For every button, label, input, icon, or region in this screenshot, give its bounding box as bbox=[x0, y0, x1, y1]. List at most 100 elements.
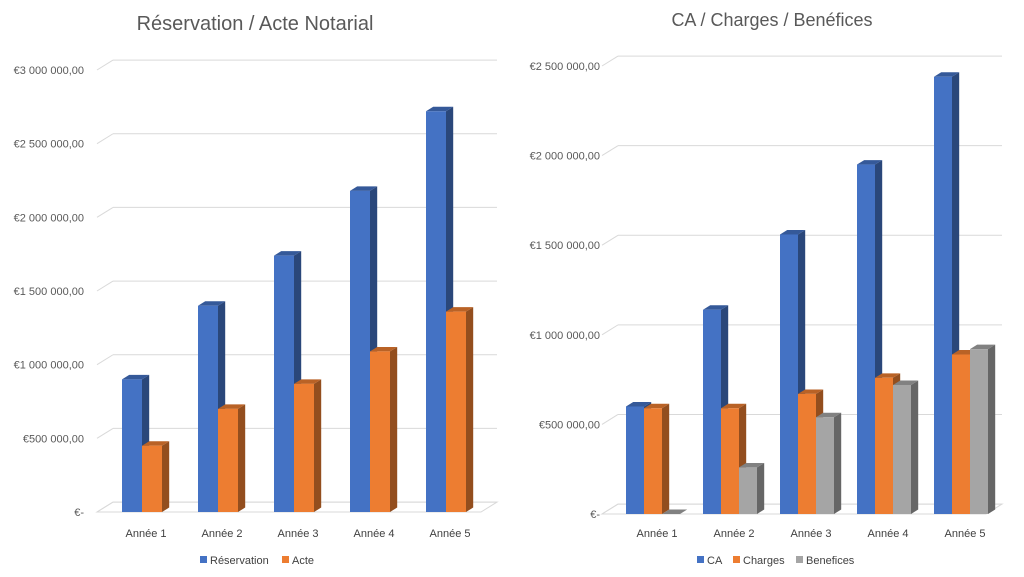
legend-swatch-ca bbox=[697, 556, 704, 563]
bar-top bbox=[294, 379, 322, 384]
bar-top bbox=[739, 462, 765, 468]
gridline-slant bbox=[96, 206, 114, 218]
bar-acte-annee-1 bbox=[142, 441, 170, 512]
bar-top bbox=[934, 72, 960, 77]
bar-benefices-annee-1 bbox=[662, 509, 688, 514]
legend-label-charges: Charges bbox=[743, 555, 785, 567]
gridline-slant bbox=[96, 133, 114, 145]
legend-label-ca: CA bbox=[707, 555, 723, 567]
legend-swatch-benefices bbox=[796, 556, 803, 563]
gridline-slant bbox=[96, 427, 114, 439]
bar-front bbox=[218, 408, 238, 512]
bar-benefices-annee-4 bbox=[893, 380, 919, 514]
bar-front bbox=[426, 111, 446, 513]
bar-front bbox=[857, 164, 875, 514]
bar-top bbox=[721, 403, 747, 409]
legend-swatch-acte bbox=[282, 556, 289, 563]
bar-front bbox=[703, 309, 721, 514]
bar-benefices-annee-5 bbox=[970, 344, 996, 514]
bar-top bbox=[780, 229, 806, 235]
bar-front bbox=[644, 408, 662, 514]
bar-side bbox=[757, 462, 765, 514]
bar-acte-annee-2 bbox=[218, 404, 246, 512]
gridline-slant bbox=[96, 59, 114, 71]
bar-front bbox=[798, 393, 816, 514]
bar-front bbox=[350, 190, 370, 512]
y-tick-label: €- bbox=[590, 509, 600, 521]
bar-side bbox=[662, 403, 670, 514]
gridline-slant bbox=[601, 324, 619, 336]
legend-swatch-charges bbox=[733, 556, 740, 563]
gridline-slant bbox=[601, 414, 619, 425]
bar-front bbox=[142, 445, 162, 512]
bar-benefices-annee-3 bbox=[816, 412, 842, 514]
x-category-label: Année 4 bbox=[868, 528, 909, 540]
gridline-slant bbox=[96, 280, 114, 292]
x-category-label: Année 3 bbox=[791, 528, 832, 540]
x-category-label: Année 3 bbox=[278, 528, 319, 540]
bar-top bbox=[198, 301, 226, 306]
bar-front bbox=[875, 377, 893, 514]
bar-top bbox=[274, 251, 302, 256]
bar-benefices-annee-2 bbox=[739, 462, 765, 514]
legend-label-reservation: Réservation bbox=[210, 555, 269, 567]
x-category-label: Année 2 bbox=[714, 528, 755, 540]
legend: Réservation Acte bbox=[200, 555, 314, 567]
y-tick-label: €2 000 000,00 bbox=[14, 212, 84, 224]
bar-front bbox=[198, 305, 218, 512]
bar-top bbox=[446, 307, 474, 312]
legend-label-acte: Acte bbox=[292, 555, 314, 567]
bar-side bbox=[238, 404, 246, 512]
x-category-label: Année 5 bbox=[430, 528, 471, 540]
bar-acte-annee-5 bbox=[446, 307, 474, 512]
bar-front bbox=[721, 408, 739, 514]
y-tick-label: €1 500 000,00 bbox=[14, 286, 84, 298]
bar-top bbox=[875, 373, 901, 378]
bar-top bbox=[857, 160, 883, 165]
gridline-slant bbox=[601, 55, 619, 67]
gridline-slant bbox=[96, 354, 114, 366]
bar-front bbox=[294, 383, 314, 512]
bar-side bbox=[834, 412, 842, 514]
gridline-slant bbox=[601, 234, 619, 246]
bar-front bbox=[626, 406, 644, 514]
y-tick-label: €3 000 000,00 bbox=[14, 65, 84, 77]
bar-front bbox=[952, 354, 970, 514]
bar-top bbox=[798, 389, 824, 394]
y-tick-label: €- bbox=[74, 507, 84, 519]
x-category-label: Année 1 bbox=[637, 528, 678, 540]
gridline-slant bbox=[601, 145, 619, 157]
bar-top bbox=[662, 509, 688, 514]
bar-front bbox=[780, 234, 798, 514]
bar-top bbox=[142, 441, 170, 446]
y-tick-label: €1 000 000,00 bbox=[14, 360, 84, 372]
y-tick-label: €500 000,00 bbox=[539, 419, 600, 431]
bar-top bbox=[703, 305, 729, 310]
bar-top bbox=[426, 106, 454, 112]
bar-front bbox=[370, 351, 390, 512]
bar-side bbox=[911, 380, 919, 514]
bar-front bbox=[970, 349, 988, 514]
legend-label-benefices: Benefices bbox=[806, 555, 855, 567]
x-category-label: Année 1 bbox=[126, 528, 167, 540]
bar-front bbox=[816, 417, 834, 514]
chart-title-reservation-acte: Réservation / Acte Notarial bbox=[137, 13, 374, 35]
y-tick-label: €2 000 000,00 bbox=[530, 151, 600, 163]
bar-charges-annee-2 bbox=[721, 403, 747, 514]
bar-acte-annee-3 bbox=[294, 379, 322, 512]
bar-side bbox=[314, 379, 322, 512]
x-category-label: Année 4 bbox=[354, 528, 395, 540]
y-tick-label: €1 500 000,00 bbox=[530, 240, 600, 252]
bar-top bbox=[122, 374, 150, 380]
bar-front bbox=[446, 311, 466, 512]
y-tick-label: €1 000 000,00 bbox=[530, 330, 600, 342]
bar-front bbox=[893, 384, 911, 514]
bar-front bbox=[274, 255, 294, 512]
bar-side bbox=[162, 441, 170, 512]
chart-reservation-acte: €- €500 000,00 €1 000 000,00 €1 500 000,00 €… bbox=[14, 59, 499, 567]
legend: CA Charges Benefices bbox=[697, 555, 855, 567]
chart-ca-charges-benefices: €- €500 000,00 €1 000 000,00 €1 500 000,00 €… bbox=[530, 55, 1004, 567]
bar-top bbox=[893, 380, 919, 385]
bar-top bbox=[626, 402, 652, 407]
